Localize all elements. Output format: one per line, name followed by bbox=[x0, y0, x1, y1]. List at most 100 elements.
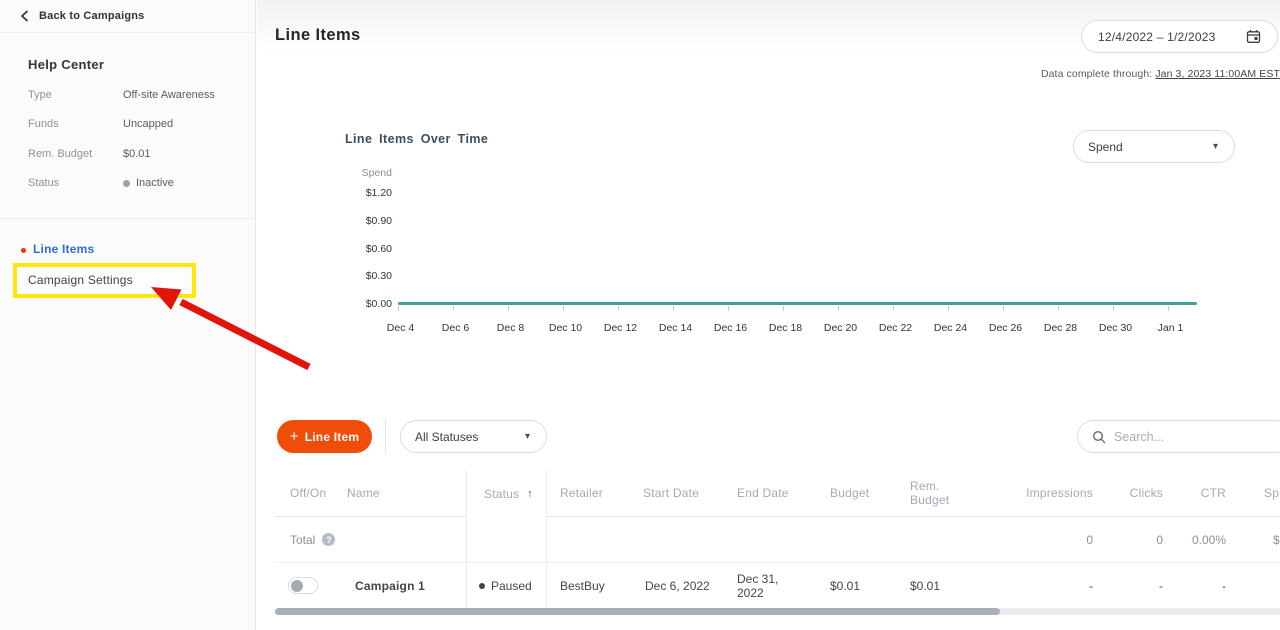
column-header-budget[interactable]: Budget bbox=[800, 470, 870, 517]
table-row[interactable]: Campaign 1 Paused BestBuy Dec 6, 2022 De… bbox=[275, 563, 1280, 608]
x-tick-label: Dec 26 bbox=[988, 322, 1023, 334]
row-name[interactable]: Campaign 1 bbox=[355, 578, 426, 593]
page-title: Line Items bbox=[275, 26, 361, 44]
table-header-row: Off/On Name Status ↑ Retailer Start Date … bbox=[275, 470, 1280, 517]
search-box[interactable] bbox=[1077, 420, 1280, 453]
paused-status-dot-icon bbox=[479, 582, 485, 589]
sort-ascending-icon: ↑ bbox=[527, 487, 533, 500]
detail-row-type: Type Off-site Awareness bbox=[0, 89, 256, 103]
x-tick-label: Dec 6 bbox=[441, 322, 470, 334]
row-status: Paused bbox=[466, 563, 547, 608]
add-line-item-label: Line Item bbox=[304, 429, 360, 444]
column-header-name[interactable]: Name bbox=[330, 470, 466, 517]
plus-icon: + bbox=[289, 427, 299, 445]
search-icon bbox=[1092, 430, 1106, 443]
horizontal-scrollbar-thumb[interactable] bbox=[275, 608, 1000, 615]
help-icon[interactable]: ? bbox=[322, 533, 336, 546]
detail-label: Status bbox=[28, 177, 60, 189]
total-status-cell bbox=[466, 517, 547, 563]
sidebar-item-line-items[interactable]: Line Items bbox=[0, 242, 256, 258]
metric-dropdown[interactable]: Spend ▾ bbox=[1073, 130, 1235, 163]
status-filter-dropdown[interactable]: All Statuses ▾ bbox=[400, 420, 547, 453]
horizontal-scrollbar[interactable] bbox=[275, 608, 1280, 615]
total-clicks: 0 bbox=[1093, 517, 1163, 563]
total-spend: $ bbox=[1226, 517, 1280, 563]
column-header-rem-budget[interactable]: Rem. Budget bbox=[870, 470, 975, 517]
row-start-date: Dec 6, 2022 bbox=[645, 578, 710, 593]
toggle-cell bbox=[275, 563, 330, 608]
off-on-toggle[interactable] bbox=[288, 577, 318, 594]
chart-title: Line Items Over Time bbox=[345, 132, 489, 146]
y-axis-tick-labels: $1.20 $0.90 $0.60 $0.30 $0.00 bbox=[310, 187, 392, 311]
x-tick-label: Dec 20 bbox=[823, 322, 858, 334]
x-tick-label: Jan 1 bbox=[1157, 322, 1184, 334]
x-tick-label: Dec 12 bbox=[603, 322, 638, 334]
column-header-impressions[interactable]: Impressions bbox=[975, 470, 1093, 517]
sidebar-divider bbox=[0, 218, 256, 219]
back-to-campaigns-button[interactable]: Back to Campaigns bbox=[0, 0, 256, 33]
y-tick-label: $0.90 bbox=[365, 214, 392, 227]
detail-row-funds: Funds Uncapped bbox=[0, 118, 256, 132]
x-axis-ticks bbox=[398, 306, 1169, 311]
back-label: Back to Campaigns bbox=[39, 10, 145, 22]
column-header-spend[interactable]: Sp bbox=[1226, 470, 1280, 517]
detail-label: Rem. Budget bbox=[28, 148, 93, 160]
add-line-item-button[interactable]: + Line Item bbox=[277, 420, 372, 453]
column-header-retailer[interactable]: Retailer bbox=[547, 470, 620, 517]
x-tick-label: Dec 4 bbox=[386, 322, 415, 334]
active-bullet-icon bbox=[21, 248, 26, 253]
x-tick-label: Dec 18 bbox=[768, 322, 803, 334]
x-tick-label: Dec 16 bbox=[713, 322, 748, 334]
y-tick-label: $0.00 bbox=[365, 298, 392, 310]
detail-value: Off-site Awareness bbox=[123, 89, 215, 101]
sidebar: Back to Campaigns Help Center Type Off-s… bbox=[0, 0, 256, 630]
x-tick-label: Dec 8 bbox=[496, 322, 525, 334]
detail-row-rem-budget: Rem. Budget $0.01 bbox=[0, 148, 256, 162]
column-header-off-on[interactable]: Off/On bbox=[275, 470, 330, 517]
x-tick-label: Dec 10 bbox=[548, 322, 583, 334]
date-range-value: 12/4/2022 – 1/2/2023 bbox=[1098, 29, 1216, 44]
column-header-start-date[interactable]: Start Date bbox=[620, 470, 710, 517]
detail-value: Uncapped bbox=[123, 118, 174, 130]
toolbar-divider bbox=[385, 419, 386, 454]
row-clicks: - bbox=[1159, 578, 1163, 593]
row-budget: $0.01 bbox=[830, 578, 861, 593]
y-axis-label: Spend bbox=[361, 167, 392, 179]
chevron-down-icon: ▾ bbox=[524, 431, 530, 442]
sidebar-item-campaign-settings[interactable]: Campaign Settings bbox=[28, 273, 133, 287]
y-tick-label: $0.60 bbox=[365, 242, 392, 255]
detail-label: Type bbox=[28, 89, 52, 101]
calendar-icon bbox=[1246, 30, 1261, 43]
detail-value: $0.01 bbox=[123, 148, 151, 160]
x-tick-label: Dec 28 bbox=[1043, 322, 1078, 334]
column-header-status[interactable]: Status ↑ bbox=[466, 470, 547, 517]
line-items-table: Off/On Name Status ↑ Retailer Start Date … bbox=[275, 470, 1280, 608]
row-ctr: - bbox=[1222, 578, 1226, 593]
inactive-status-dot-icon bbox=[123, 179, 130, 187]
x-tick-label: Dec 24 bbox=[933, 322, 968, 334]
metric-dropdown-value: Spend bbox=[1088, 139, 1123, 154]
status-badge: Inactive bbox=[123, 177, 174, 189]
x-tick-label: Dec 14 bbox=[658, 322, 693, 334]
row-rem-budget: $0.01 bbox=[910, 578, 941, 593]
y-tick-label: $1.20 bbox=[365, 187, 392, 199]
row-retailer: BestBuy bbox=[560, 578, 605, 593]
detail-row-status: Status Inactive bbox=[0, 177, 256, 191]
x-tick-label: Dec 30 bbox=[1098, 322, 1133, 334]
column-header-clicks[interactable]: Clicks bbox=[1093, 470, 1163, 517]
table-total-row: Total? 0 0 0.00% $ bbox=[275, 517, 1280, 563]
chevron-down-icon: ▾ bbox=[1212, 141, 1218, 152]
date-range-picker[interactable]: 12/4/2022 – 1/2/2023 bbox=[1081, 20, 1278, 53]
detail-label: Funds bbox=[28, 118, 59, 130]
column-header-end-date[interactable]: End Date bbox=[710, 470, 800, 517]
y-tick-label: $0.30 bbox=[365, 270, 392, 283]
total-impressions: 0 bbox=[975, 517, 1093, 563]
status-filter-value: All Statuses bbox=[415, 429, 479, 444]
row-impressions: - bbox=[1089, 578, 1093, 593]
column-header-ctr[interactable]: CTR bbox=[1163, 470, 1226, 517]
search-input[interactable] bbox=[1114, 429, 1264, 444]
data-complete-link[interactable]: Jan 3, 2023 11:00AM EST bbox=[1155, 68, 1280, 80]
row-end-date: Dec 31, 2022 bbox=[737, 571, 779, 600]
data-complete-note: Data complete through: Jan 3, 2023 11:00… bbox=[1040, 68, 1280, 80]
help-center-heading: Help Center bbox=[28, 57, 105, 72]
